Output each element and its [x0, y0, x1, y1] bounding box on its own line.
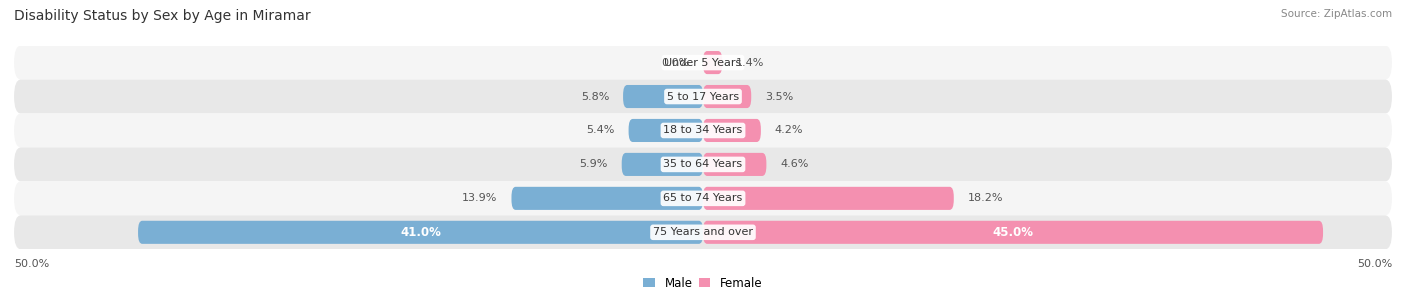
- Text: 50.0%: 50.0%: [14, 260, 49, 269]
- Text: 18 to 34 Years: 18 to 34 Years: [664, 126, 742, 136]
- FancyBboxPatch shape: [703, 221, 1323, 244]
- FancyBboxPatch shape: [621, 153, 703, 176]
- Text: Under 5 Years: Under 5 Years: [665, 57, 741, 67]
- Text: 13.9%: 13.9%: [463, 193, 498, 203]
- FancyBboxPatch shape: [14, 147, 1392, 181]
- FancyBboxPatch shape: [703, 153, 766, 176]
- FancyBboxPatch shape: [703, 119, 761, 142]
- Text: 5.4%: 5.4%: [586, 126, 614, 136]
- FancyBboxPatch shape: [703, 51, 723, 74]
- FancyBboxPatch shape: [138, 221, 703, 244]
- Text: 1.4%: 1.4%: [737, 57, 765, 67]
- Text: Source: ZipAtlas.com: Source: ZipAtlas.com: [1281, 9, 1392, 19]
- Text: 5.9%: 5.9%: [579, 159, 607, 169]
- FancyBboxPatch shape: [14, 181, 1392, 215]
- Text: 45.0%: 45.0%: [993, 226, 1033, 239]
- Text: 50.0%: 50.0%: [1357, 260, 1392, 269]
- Text: 65 to 74 Years: 65 to 74 Years: [664, 193, 742, 203]
- Text: 35 to 64 Years: 35 to 64 Years: [664, 159, 742, 169]
- FancyBboxPatch shape: [14, 215, 1392, 249]
- Text: 4.6%: 4.6%: [780, 159, 808, 169]
- FancyBboxPatch shape: [623, 85, 703, 108]
- Legend: Male, Female: Male, Female: [638, 272, 768, 294]
- FancyBboxPatch shape: [512, 187, 703, 210]
- FancyBboxPatch shape: [703, 187, 953, 210]
- Text: 41.0%: 41.0%: [401, 226, 441, 239]
- FancyBboxPatch shape: [14, 80, 1392, 113]
- Text: 4.2%: 4.2%: [775, 126, 803, 136]
- Text: 5.8%: 5.8%: [581, 92, 609, 102]
- FancyBboxPatch shape: [628, 119, 703, 142]
- FancyBboxPatch shape: [14, 113, 1392, 147]
- FancyBboxPatch shape: [703, 85, 751, 108]
- Text: 75 Years and over: 75 Years and over: [652, 227, 754, 237]
- FancyBboxPatch shape: [14, 46, 1392, 80]
- Text: Disability Status by Sex by Age in Miramar: Disability Status by Sex by Age in Miram…: [14, 9, 311, 23]
- Text: 18.2%: 18.2%: [967, 193, 1002, 203]
- Text: 0.0%: 0.0%: [661, 57, 689, 67]
- Text: 5 to 17 Years: 5 to 17 Years: [666, 92, 740, 102]
- Text: 3.5%: 3.5%: [765, 92, 793, 102]
